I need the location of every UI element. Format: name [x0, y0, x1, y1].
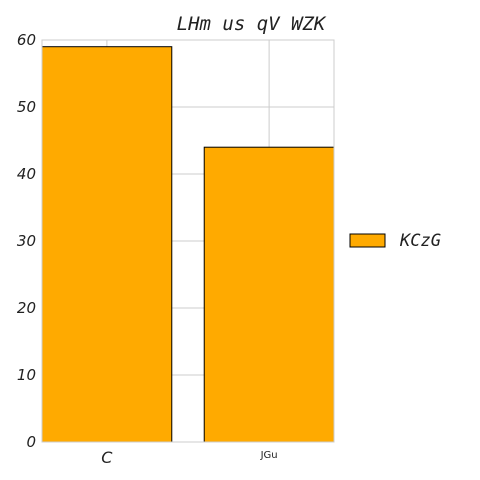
y-tick-label: 50 — [17, 98, 36, 116]
x-tick-label: JGu — [260, 450, 278, 461]
chart-title: LHm us qV WZK — [177, 13, 327, 35]
y-tick-label: 40 — [17, 165, 36, 183]
bar-jgu — [203, 146, 335, 443]
legend-swatch — [349, 233, 386, 248]
x-tick-label: C — [101, 448, 113, 467]
legend: KCzG — [349, 231, 441, 251]
bar-c — [41, 46, 173, 443]
y-tick-label: 60 — [17, 31, 36, 49]
y-tick-label: 20 — [17, 299, 36, 317]
y-tick-label: 30 — [17, 232, 36, 250]
x-axis-ticks: C JGu — [101, 448, 277, 467]
legend-label: KCzG — [399, 231, 441, 251]
y-tick-label: 10 — [17, 366, 36, 384]
plot-frame — [41, 39, 335, 443]
bars — [41, 46, 335, 443]
y-axis-ticks: 0 10 20 30 40 50 60 — [17, 31, 36, 451]
y-tick-label: 0 — [26, 433, 36, 451]
